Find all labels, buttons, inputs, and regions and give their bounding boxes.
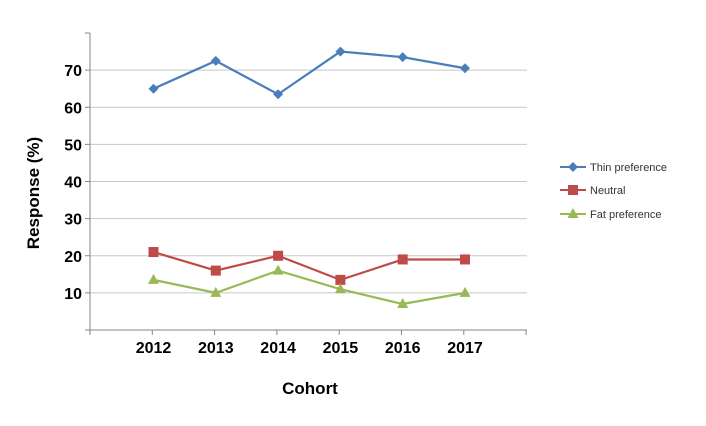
x-axis-title: Cohort (282, 379, 338, 398)
legend-marker (568, 185, 578, 195)
y-tick-label: 60 (64, 100, 82, 117)
x-tick-label: 2014 (260, 340, 296, 357)
data-point (460, 254, 470, 265)
data-point (459, 286, 471, 297)
axes (89, 33, 527, 331)
y-axis-title: Response (%) (24, 137, 43, 249)
y-tick-label: 30 (64, 212, 82, 229)
data-point (210, 286, 222, 297)
data-point (148, 273, 159, 284)
data-point (397, 254, 408, 265)
series-thin-preference (148, 46, 470, 100)
legend-label: Thin preference (590, 162, 667, 174)
series-group (148, 46, 471, 309)
legend: Thin preference Neutral Fat preference (560, 162, 667, 221)
data-point (148, 247, 159, 258)
data-point (210, 55, 221, 66)
legend-marker (567, 208, 579, 218)
data-point (148, 83, 159, 94)
x-tick-label: 2015 (323, 340, 359, 357)
data-point (397, 52, 408, 63)
gridlines (85, 32, 527, 331)
legend-label: Neutral (590, 185, 625, 197)
y-tick-label: 20 (64, 249, 82, 266)
data-point (273, 250, 284, 261)
x-tick-label: 2013 (198, 340, 234, 357)
data-point (335, 274, 346, 285)
legend-item: Fat preference (560, 208, 662, 221)
series-line (153, 269, 466, 306)
legend-label: Fat preference (590, 209, 662, 221)
x-tick-label: 2017 (447, 340, 483, 357)
data-point (334, 283, 346, 294)
data-point (272, 264, 284, 275)
y-tick-labels: 10 20 30 40 50 60 70 (64, 63, 82, 303)
y-tick-label: 10 (64, 286, 82, 303)
data-point (335, 46, 346, 57)
x-tick-label: 2016 (385, 340, 421, 357)
legend-marker (568, 162, 578, 172)
y-tick-label: 40 (64, 175, 82, 192)
data-point (273, 89, 284, 100)
legend-item: Thin preference (560, 162, 667, 174)
x-tick-label: 2012 (136, 340, 172, 357)
y-tick-label: 50 (64, 137, 82, 154)
series-fat-preference (148, 264, 471, 309)
series-line (153, 250, 465, 282)
x-tick-labels: 2012 2013 2014 2015 2016 2017 (89, 330, 527, 357)
legend-item: Neutral (560, 185, 625, 197)
data-point (210, 265, 221, 276)
series-line (153, 50, 466, 96)
y-tick-label: 70 (64, 63, 82, 80)
series-neutral (148, 247, 470, 285)
data-point (460, 63, 470, 74)
data-point (397, 298, 409, 309)
